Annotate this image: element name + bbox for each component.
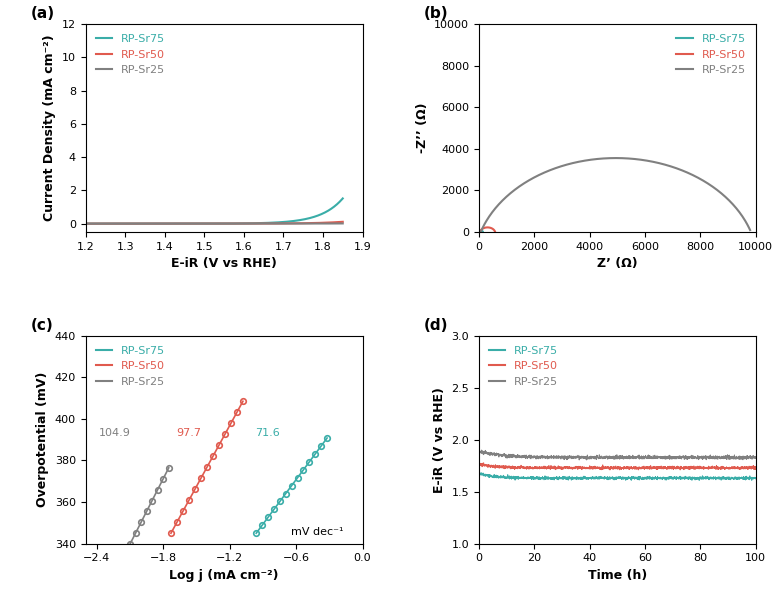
Text: mV dec⁻¹: mV dec⁻¹	[291, 527, 343, 538]
Text: 71.6: 71.6	[255, 428, 280, 437]
X-axis label: Z’ (Ω): Z’ (Ω)	[597, 257, 637, 270]
Legend: RP-Sr75, RP-Sr50, RP-Sr25: RP-Sr75, RP-Sr50, RP-Sr25	[91, 341, 170, 391]
Y-axis label: Current Density (mA cm⁻²): Current Density (mA cm⁻²)	[44, 35, 56, 221]
X-axis label: E-iR (V vs RHE): E-iR (V vs RHE)	[171, 257, 277, 270]
Text: 104.9: 104.9	[99, 428, 131, 437]
Legend: RP-Sr75, RP-Sr50, RP-Sr25: RP-Sr75, RP-Sr50, RP-Sr25	[671, 30, 750, 80]
Text: (a): (a)	[30, 6, 55, 21]
Text: 97.7: 97.7	[177, 428, 202, 437]
Legend: RP-Sr75, RP-Sr50, RP-Sr25: RP-Sr75, RP-Sr50, RP-Sr25	[91, 30, 170, 80]
X-axis label: Log j (mA cm⁻²): Log j (mA cm⁻²)	[169, 569, 279, 582]
Text: (d): (d)	[424, 318, 448, 333]
Text: (c): (c)	[30, 318, 53, 333]
Text: (b): (b)	[424, 6, 448, 21]
Y-axis label: Overpotential (mV): Overpotential (mV)	[36, 372, 49, 507]
X-axis label: Time (h): Time (h)	[587, 569, 647, 582]
Y-axis label: -Z’’ (Ω): -Z’’ (Ω)	[415, 103, 428, 153]
Y-axis label: E-iR (V vs RHE): E-iR (V vs RHE)	[433, 387, 446, 493]
Legend: RP-Sr75, RP-Sr50, RP-Sr25: RP-Sr75, RP-Sr50, RP-Sr25	[485, 341, 563, 391]
